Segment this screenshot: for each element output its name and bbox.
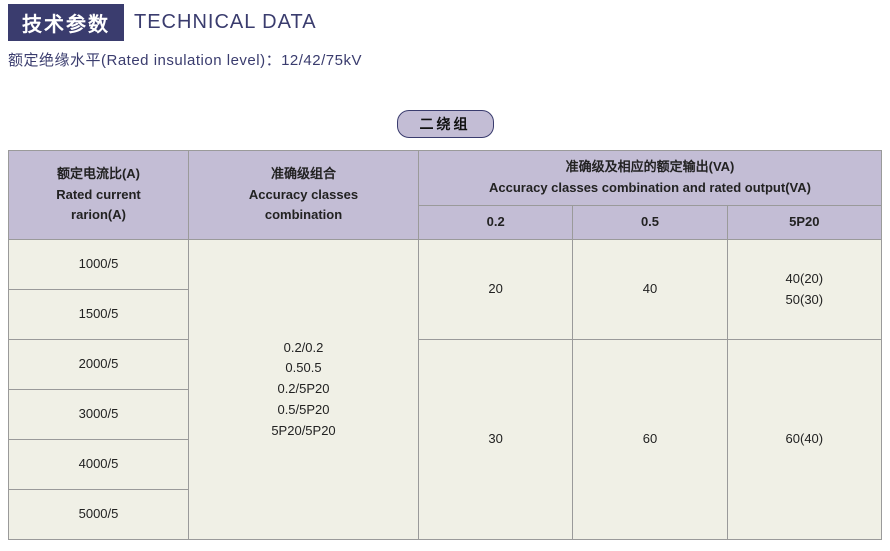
cell-ratio-4: 3000/5 bbox=[9, 390, 189, 440]
th-ratio: 额定电流比(A) Rated current rarion(A) bbox=[9, 151, 189, 240]
tab-row: 二绕组 bbox=[8, 110, 882, 138]
th-col-02: 0.2 bbox=[419, 206, 573, 240]
subheader-text: 额定绝缘水平(Rated insulation level)：12/42/75k… bbox=[8, 49, 882, 70]
technical-data-table: 额定电流比(A) Rated current rarion(A) 准确级组合 A… bbox=[8, 150, 882, 540]
cell-ratio-2: 1500/5 bbox=[9, 290, 189, 340]
cell-ratio-1: 1000/5 bbox=[9, 240, 189, 290]
cell-g1-02: 20 bbox=[419, 240, 573, 340]
th-accuracy-en2: combination bbox=[189, 205, 418, 226]
th-col-5p20: 5P20 bbox=[727, 206, 881, 240]
cell-g1-05: 40 bbox=[573, 240, 727, 340]
tab-badge: 二绕组 bbox=[397, 110, 494, 138]
th-ratio-cn: 额定电流比(A) bbox=[9, 164, 188, 185]
cell-g2-02: 30 bbox=[419, 340, 573, 540]
cell-ratio-3: 2000/5 bbox=[9, 340, 189, 390]
th-output-cn: 准确级及相应的额定输出(VA) bbox=[419, 157, 881, 178]
th-ratio-en1: Rated current bbox=[9, 185, 188, 206]
th-output-en: Accuracy classes combination and rated o… bbox=[419, 178, 881, 199]
header-title: TECHNICAL DATA bbox=[134, 11, 317, 34]
th-col-05: 0.5 bbox=[573, 206, 727, 240]
cell-ratio-5: 4000/5 bbox=[9, 440, 189, 490]
header-row: 技术参数 TECHNICAL DATA bbox=[8, 4, 882, 41]
th-accuracy-cn: 准确级组合 bbox=[189, 164, 418, 185]
cell-ratio-6: 5000/5 bbox=[9, 490, 189, 540]
th-output: 准确级及相应的额定输出(VA) Accuracy classes combina… bbox=[419, 151, 882, 206]
th-accuracy-en1: Accuracy classes bbox=[189, 185, 418, 206]
cell-g1-5p20: 40(20)50(30) bbox=[727, 240, 881, 340]
th-ratio-en2: rarion(A) bbox=[9, 205, 188, 226]
cell-g2-5p20: 60(40) bbox=[727, 340, 881, 540]
cell-g2-05: 60 bbox=[573, 340, 727, 540]
header-badge: 技术参数 bbox=[8, 4, 124, 41]
th-accuracy: 准确级组合 Accuracy classes combination bbox=[189, 151, 419, 240]
cell-accuracy-combo: 0.2/0.20.50.50.2/5P200.5/5P205P20/5P20 bbox=[189, 240, 419, 540]
